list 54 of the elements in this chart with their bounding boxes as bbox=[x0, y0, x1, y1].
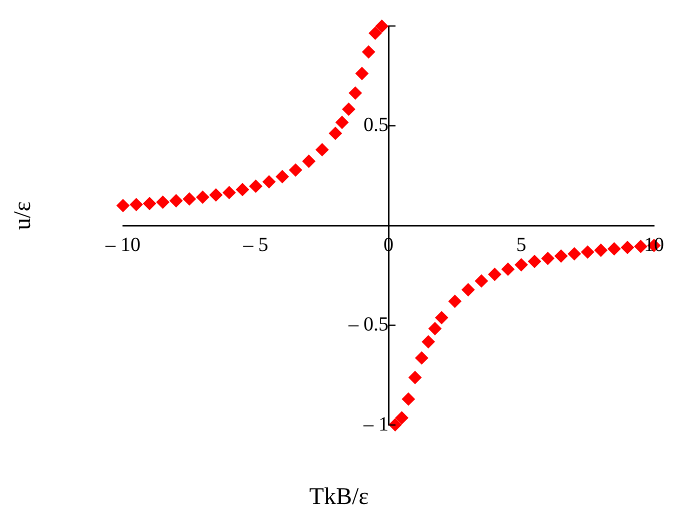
point bbox=[355, 66, 368, 80]
y-axis-title: u/ε bbox=[10, 200, 37, 230]
point bbox=[402, 392, 415, 406]
point bbox=[375, 20, 388, 33]
point bbox=[488, 268, 502, 281]
point bbox=[209, 188, 222, 202]
point bbox=[501, 262, 514, 276]
point bbox=[528, 254, 542, 268]
point bbox=[568, 247, 581, 260]
point bbox=[428, 322, 442, 336]
point bbox=[388, 418, 402, 432]
x-tick-label: – 5 bbox=[242, 234, 268, 256]
point bbox=[362, 45, 376, 58]
point bbox=[415, 351, 428, 364]
point bbox=[302, 154, 316, 168]
point bbox=[368, 26, 382, 40]
point bbox=[130, 198, 143, 212]
point bbox=[581, 246, 594, 259]
point bbox=[236, 183, 249, 196]
point bbox=[182, 192, 196, 206]
point bbox=[541, 252, 554, 265]
x-tick-label: – 10 bbox=[104, 234, 140, 256]
point bbox=[408, 371, 422, 384]
point bbox=[170, 194, 183, 208]
point bbox=[514, 258, 528, 272]
point bbox=[435, 311, 448, 324]
point bbox=[620, 240, 634, 254]
point bbox=[196, 190, 210, 204]
point bbox=[262, 175, 276, 188]
point bbox=[116, 199, 130, 212]
y-tick-label: – 0.5 bbox=[348, 314, 388, 336]
point bbox=[448, 294, 462, 308]
point bbox=[336, 116, 349, 129]
point bbox=[608, 242, 621, 256]
point bbox=[156, 196, 170, 209]
point bbox=[342, 102, 356, 116]
x-axis-title: TkB/ε bbox=[308, 484, 370, 511]
point bbox=[249, 180, 262, 193]
point bbox=[554, 250, 568, 263]
point bbox=[316, 143, 329, 156]
point bbox=[348, 86, 362, 100]
point bbox=[474, 274, 488, 288]
point bbox=[594, 244, 608, 257]
point bbox=[422, 335, 435, 348]
y-tick-label: 0.5 bbox=[364, 114, 388, 136]
point bbox=[395, 411, 408, 424]
y-tick-label: – 1 bbox=[362, 413, 388, 436]
x-tick-label: 5 bbox=[516, 234, 526, 256]
point bbox=[462, 283, 475, 296]
point bbox=[143, 197, 156, 210]
point bbox=[289, 164, 302, 177]
point bbox=[328, 126, 342, 140]
point bbox=[222, 186, 236, 200]
point bbox=[276, 170, 289, 184]
